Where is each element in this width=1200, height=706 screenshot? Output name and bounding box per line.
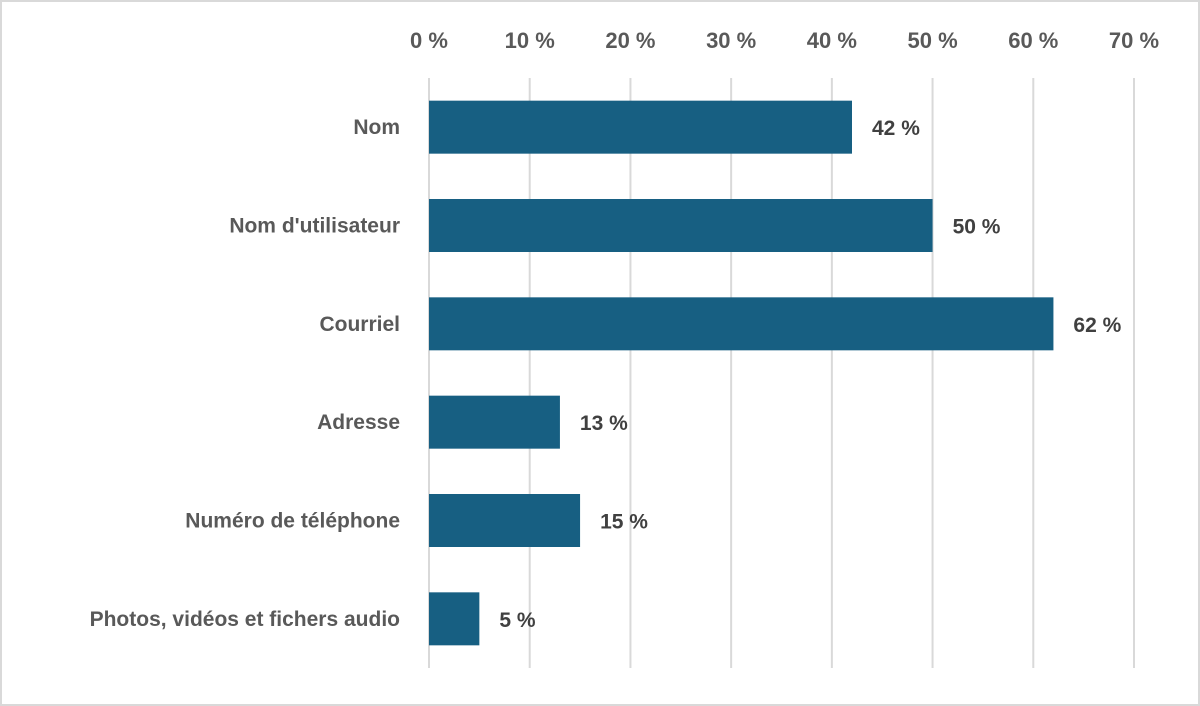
category-label: Numéro de téléphone — [185, 510, 400, 533]
x-tick-label: 40 % — [807, 28, 857, 53]
x-tick-label: 10 % — [505, 28, 555, 53]
data-label: 5 % — [499, 609, 536, 632]
category-label: Photos, vidéos et fichers audio — [90, 608, 400, 631]
category-label: Courriel — [319, 313, 400, 336]
x-tick-label: 50 % — [907, 28, 957, 53]
x-tick-label: 70 % — [1109, 28, 1159, 53]
bar — [429, 199, 933, 252]
data-label: 15 % — [600, 511, 648, 534]
x-tick-label: 0 % — [410, 28, 448, 53]
bar — [429, 494, 581, 547]
x-tick-label: 60 % — [1008, 28, 1058, 53]
data-label: 50 % — [953, 216, 1001, 239]
data-label: 13 % — [580, 412, 628, 435]
bar — [429, 100, 852, 154]
x-tick-label: 20 % — [605, 28, 655, 53]
category-label: Adresse — [317, 411, 400, 434]
bar — [429, 395, 560, 449]
category-label: Nom d'utilisateur — [229, 215, 400, 238]
data-label: 42 % — [872, 117, 920, 140]
bar — [429, 297, 1054, 351]
data-label: 62 % — [1073, 314, 1121, 337]
x-tick-label: 30 % — [706, 28, 756, 53]
category-label: Nom — [353, 116, 400, 139]
bar — [429, 592, 480, 646]
